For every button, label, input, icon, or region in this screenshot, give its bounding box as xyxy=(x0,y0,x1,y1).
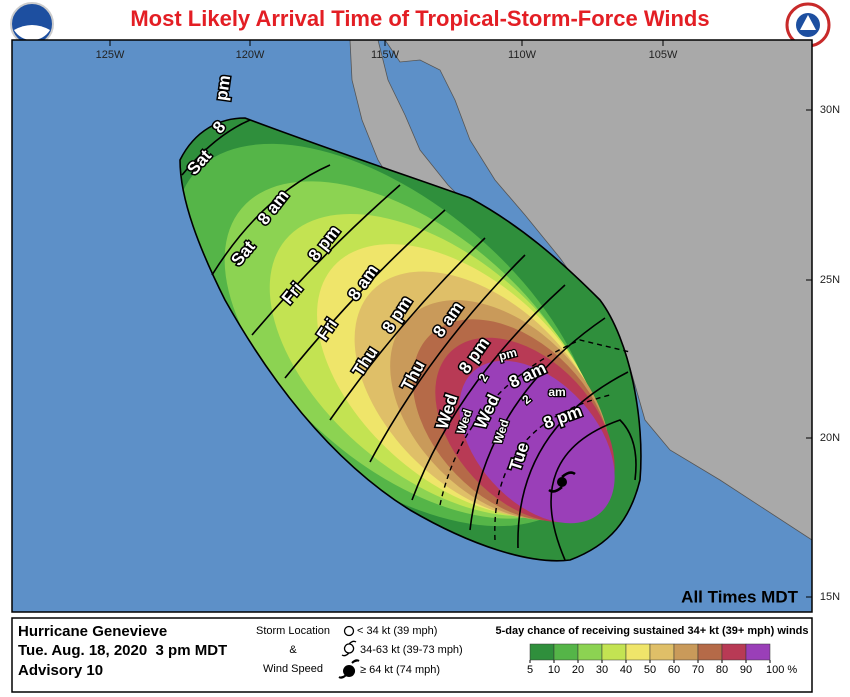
swath-outline xyxy=(179,117,642,562)
lon-label: 125W xyxy=(96,49,125,61)
symbol-label: 34-63 kt (39-73 mph) xyxy=(360,644,463,656)
lat-label: 25N xyxy=(820,274,840,286)
legend-swatch xyxy=(697,643,723,661)
map-frame xyxy=(11,39,813,613)
lon-label: 120W xyxy=(236,49,265,61)
symbol-title: & xyxy=(289,644,297,656)
legend-swatch xyxy=(745,643,771,661)
legend-swatch xyxy=(529,643,555,661)
symbol-title: Storm Location xyxy=(256,625,330,637)
legend-swatch xyxy=(649,643,675,661)
legend-swatch xyxy=(577,643,603,661)
graticule-labels: 125W 120W 115W 110W 105W 30N 25N 20N 15N xyxy=(96,40,840,603)
time-label: pm xyxy=(497,345,518,363)
symbol-icon xyxy=(341,640,357,657)
symbol-icon xyxy=(338,659,360,679)
legend-tick-label: 30 xyxy=(596,664,608,676)
symbol-title: Wind Speed xyxy=(263,663,323,675)
legend-swatch xyxy=(625,643,651,661)
lat-label: 15N xyxy=(820,591,840,603)
lat-label: 20N xyxy=(820,432,840,444)
legend-tick-label: 80 xyxy=(716,664,728,676)
time-label: am xyxy=(548,385,565,399)
lon-label: 115W xyxy=(371,49,400,61)
legend-tick-label: 40 xyxy=(620,664,632,676)
legend-tick-label: 90 xyxy=(740,664,752,676)
legend-swatch xyxy=(673,643,699,661)
storm-name: Hurricane Genevieve xyxy=(18,623,167,640)
time-label: pm xyxy=(212,74,234,102)
mainland xyxy=(384,40,812,541)
isochrones xyxy=(181,119,637,561)
nws-logo xyxy=(785,2,831,48)
title: Most Likely Arrival Time of Tropical-Sto… xyxy=(130,6,709,31)
lon-label: 105W xyxy=(649,49,678,61)
symbol-label: < 34 kt (39 mph) xyxy=(357,625,437,637)
symbol-icon xyxy=(343,625,355,637)
swath-band xyxy=(459,360,615,524)
legend-swatch xyxy=(553,643,579,661)
legend-swatch xyxy=(601,643,627,661)
legend-tick-label: 20 xyxy=(572,664,584,676)
legend-tick-label: 100 % xyxy=(766,664,797,676)
legend: 5 10 20 30 40 50 60 70 80 90 100 % xyxy=(527,643,797,676)
advisory: Advisory 10 xyxy=(18,662,103,679)
storm-symbol xyxy=(548,471,576,493)
legend-title: 5-day chance of receiving sustained 34+ … xyxy=(496,625,809,637)
time-note: All Times MDT xyxy=(681,587,798,606)
lat-label: 30N xyxy=(820,104,840,116)
issue-time: Tue. Aug. 18, 2020 3 pm MDT xyxy=(18,642,227,659)
legend-tick-label: 70 xyxy=(692,664,704,676)
legend-tick-label: 50 xyxy=(644,664,656,676)
legend-tick-label: 10 xyxy=(548,664,560,676)
symbol-label: ≥ 64 kt (74 mph) xyxy=(360,664,440,676)
legend-tick-label: 5 xyxy=(527,664,533,676)
noaa-logo xyxy=(10,2,54,46)
lon-label: 110W xyxy=(508,49,537,61)
legend-swatch xyxy=(721,643,747,661)
map: pm Sat 8 Sat 8 am Fri 8 pm Fri 8 am Thu … xyxy=(12,40,812,612)
legend-tick-label: 60 xyxy=(668,664,680,676)
